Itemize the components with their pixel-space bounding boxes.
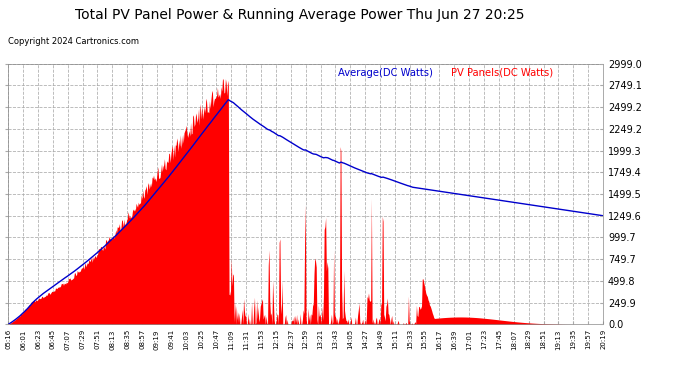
Text: Total PV Panel Power & Running Average Power Thu Jun 27 20:25: Total PV Panel Power & Running Average P… bbox=[75, 8, 525, 22]
Text: PV Panels(DC Watts): PV Panels(DC Watts) bbox=[451, 68, 553, 78]
Text: Average(DC Watts): Average(DC Watts) bbox=[338, 68, 433, 78]
Text: Copyright 2024 Cartronics.com: Copyright 2024 Cartronics.com bbox=[8, 38, 139, 46]
